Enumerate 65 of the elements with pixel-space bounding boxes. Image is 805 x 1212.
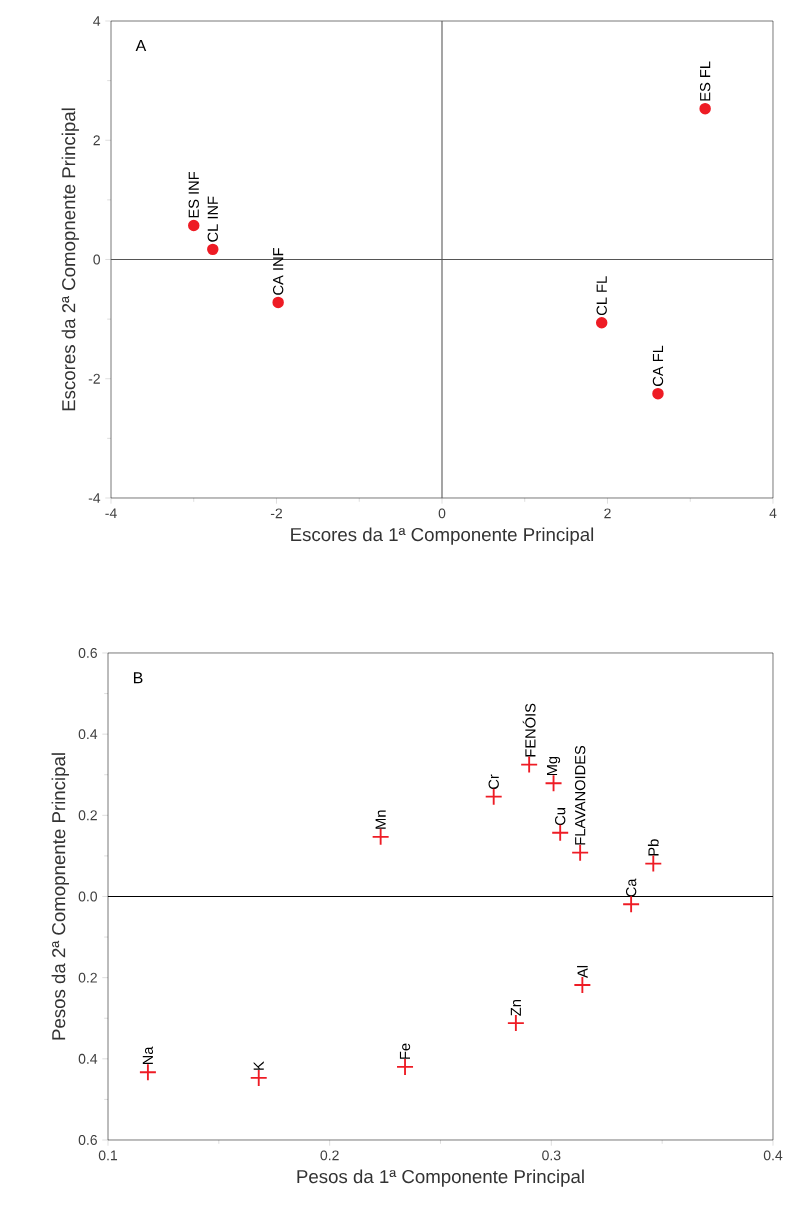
annotation: Al <box>577 965 588 978</box>
y-tick-label: 0.6 <box>78 648 97 658</box>
point <box>571 843 590 862</box>
y-tick-label: 4 <box>93 16 101 26</box>
annotation: K <box>253 1061 264 1070</box>
y-axis-title: Escores da 2ª Comopnente Principal <box>61 108 79 411</box>
annotation: FLAVANOIDES <box>574 745 586 845</box>
point <box>644 854 663 873</box>
x-tick-label: 0.4 <box>763 1150 783 1161</box>
annotation: CL INF <box>207 196 218 242</box>
x-tick-label: -2 <box>270 508 282 519</box>
x-tick-label: 0.2 <box>320 1150 339 1161</box>
point <box>544 774 563 793</box>
annotation: ES INF <box>188 171 199 218</box>
point <box>396 1058 414 1076</box>
point <box>699 102 711 115</box>
y-tick-label: 0.6 <box>78 1135 97 1145</box>
y-tick-label: -4 <box>88 493 101 503</box>
annotation: Zn <box>510 1000 521 1016</box>
annotation: Na <box>142 1046 154 1065</box>
annotation: CA INF <box>272 248 284 295</box>
annotation: Cu <box>555 808 566 826</box>
annotation: Cr <box>488 774 499 789</box>
y-tick-label: 0.0 <box>78 891 98 902</box>
point <box>371 827 390 846</box>
x-tick-label: 0 <box>438 508 446 519</box>
y-tick-label: 0.2 <box>78 972 97 983</box>
x-tick-label: 2 <box>604 508 611 519</box>
point <box>551 823 570 842</box>
annotation: Ca <box>625 878 637 897</box>
y-axis-title: Pesos da 2ª Comopnente Principal <box>51 753 69 1040</box>
x-tick-label: -4 <box>105 508 117 519</box>
y-tick-label: 2 <box>93 135 100 146</box>
annotation: CA FL <box>652 345 664 386</box>
y-tick-label: 0.4 <box>78 1053 98 1064</box>
x-axis-title: Escores da 1ª Componente Principal <box>291 527 594 545</box>
point <box>595 316 608 329</box>
point <box>272 296 284 309</box>
y-tick-label: 0.2 <box>78 810 97 821</box>
y-tick-label: 0.4 <box>78 729 98 740</box>
y-tick-label: 0 <box>93 254 101 265</box>
annotation: Mg <box>546 756 561 776</box>
point <box>506 1014 525 1033</box>
point <box>652 387 664 400</box>
annotation: ES FL <box>699 61 711 101</box>
point <box>520 755 539 774</box>
point <box>573 976 592 994</box>
x-axis-title: Pesos da 1ª Componente Principal <box>297 1169 584 1187</box>
point <box>138 1063 157 1082</box>
annotation: Pb <box>647 839 659 856</box>
x-tick-label: 0.1 <box>98 1150 118 1161</box>
text: A <box>135 40 147 52</box>
annotation: CL FL <box>596 276 607 316</box>
point <box>207 243 219 256</box>
x-tick-label: 0.3 <box>542 1150 561 1161</box>
text: B <box>133 672 143 684</box>
annotation: Fe <box>399 1043 411 1059</box>
annotation: FENÓIS <box>522 703 536 757</box>
point <box>188 219 200 232</box>
x-tick-label: 4 <box>769 508 777 519</box>
point <box>249 1068 268 1087</box>
annotation: Mn <box>375 810 386 829</box>
y-tick-label: -2 <box>88 373 100 384</box>
point <box>622 895 641 914</box>
point <box>484 787 503 806</box>
